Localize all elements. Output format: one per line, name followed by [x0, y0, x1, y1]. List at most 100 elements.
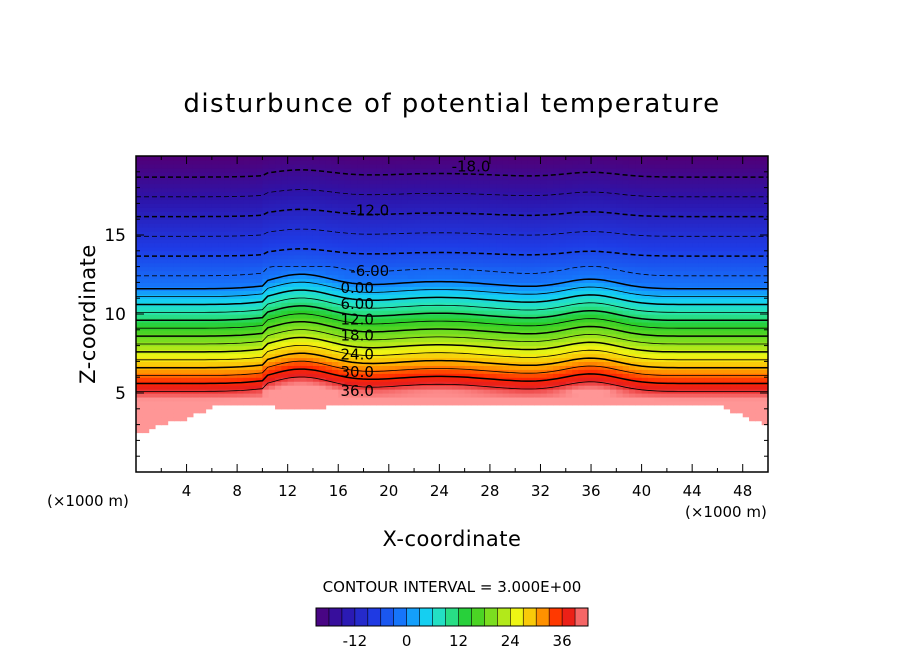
field-cell [224, 278, 232, 283]
field-cell [287, 278, 295, 283]
field-cell [420, 219, 428, 224]
field-cell [622, 286, 630, 291]
field-cell [628, 349, 636, 355]
field-cell [218, 171, 226, 177]
field-cell [350, 306, 358, 311]
field-cell [306, 341, 314, 347]
field-cell [584, 246, 592, 252]
field-cell [483, 337, 491, 343]
field-cell [534, 179, 542, 185]
field-cell [237, 274, 245, 280]
field-cell [161, 290, 169, 295]
field-cell [496, 400, 504, 406]
field-cell [338, 203, 346, 208]
field-cell [281, 266, 289, 272]
field-cell [534, 235, 542, 240]
field-cell [338, 302, 346, 307]
field-cell [546, 357, 554, 362]
field-cell [439, 187, 447, 193]
field-cell [218, 385, 226, 390]
field-cell [211, 242, 219, 248]
field-cell [414, 377, 421, 382]
field-cell [325, 231, 333, 236]
field-cell [584, 345, 592, 351]
field-cell [388, 329, 396, 335]
field-cell [420, 377, 428, 382]
field-cell [433, 199, 440, 204]
field-cell [199, 385, 207, 390]
field-cell [243, 329, 251, 335]
field-cell [319, 195, 327, 201]
field-cell [331, 195, 339, 201]
field-cell [622, 278, 630, 283]
field-cell [395, 393, 403, 398]
field-cell [319, 175, 327, 181]
field-cell [464, 207, 472, 212]
field-cell [294, 381, 301, 386]
field-cell [275, 187, 282, 193]
field-cell [578, 286, 586, 291]
field-cell [559, 274, 567, 280]
field-cell [414, 242, 421, 248]
field-cell [565, 400, 573, 406]
field-cell [572, 171, 579, 177]
field-cell [350, 156, 358, 161]
field-cell [489, 258, 497, 264]
field-cell [161, 250, 169, 256]
field-cell [407, 286, 415, 291]
field-cell [325, 396, 333, 402]
field-cell [224, 215, 232, 220]
field-cell [414, 365, 421, 370]
field-cell [136, 191, 143, 197]
field-cell [559, 175, 567, 181]
field-cell [496, 179, 504, 185]
field-cell [205, 203, 213, 208]
field-cell [591, 341, 598, 347]
field-cell [420, 159, 428, 165]
field-cell [452, 317, 459, 323]
field-cell [199, 183, 207, 189]
field-cell [350, 159, 358, 165]
field-cell [167, 408, 175, 414]
field-cell [584, 310, 592, 315]
field-cell [527, 385, 535, 390]
field-cell [445, 156, 453, 161]
field-cell [452, 183, 459, 189]
field-cell [546, 171, 554, 177]
field-cell [281, 294, 289, 299]
field-cell [489, 163, 497, 169]
field-cell [192, 404, 200, 410]
field-cell [515, 258, 523, 264]
field-cell [420, 314, 428, 319]
field-cell [388, 314, 396, 319]
field-cell [205, 404, 213, 410]
chart-title: disturbunce of potential temperature [183, 89, 720, 119]
field-cell [180, 314, 188, 319]
field-cell [477, 385, 485, 390]
field-cell [142, 278, 150, 283]
field-cell [376, 211, 384, 216]
field-cell [167, 231, 175, 236]
field-cell [508, 298, 516, 303]
field-cell [540, 167, 548, 173]
field-cell [439, 385, 447, 390]
field-cell [186, 207, 194, 212]
field-cell [306, 385, 314, 390]
field-cell [154, 215, 162, 220]
field-cell [388, 195, 396, 201]
field-cell [597, 231, 605, 236]
field-cell [610, 191, 617, 197]
field-cell [218, 250, 226, 256]
field-cell [483, 310, 491, 315]
field-cell [281, 333, 289, 339]
field-cell [616, 317, 624, 323]
field-cell [136, 428, 143, 434]
field-cell [534, 341, 542, 347]
field-cell [275, 365, 282, 370]
field-cell [496, 246, 504, 252]
field-cell [502, 246, 510, 252]
field-cell [218, 195, 226, 201]
field-cell [142, 424, 150, 430]
field-cell [464, 223, 472, 228]
field-cell [192, 199, 200, 204]
